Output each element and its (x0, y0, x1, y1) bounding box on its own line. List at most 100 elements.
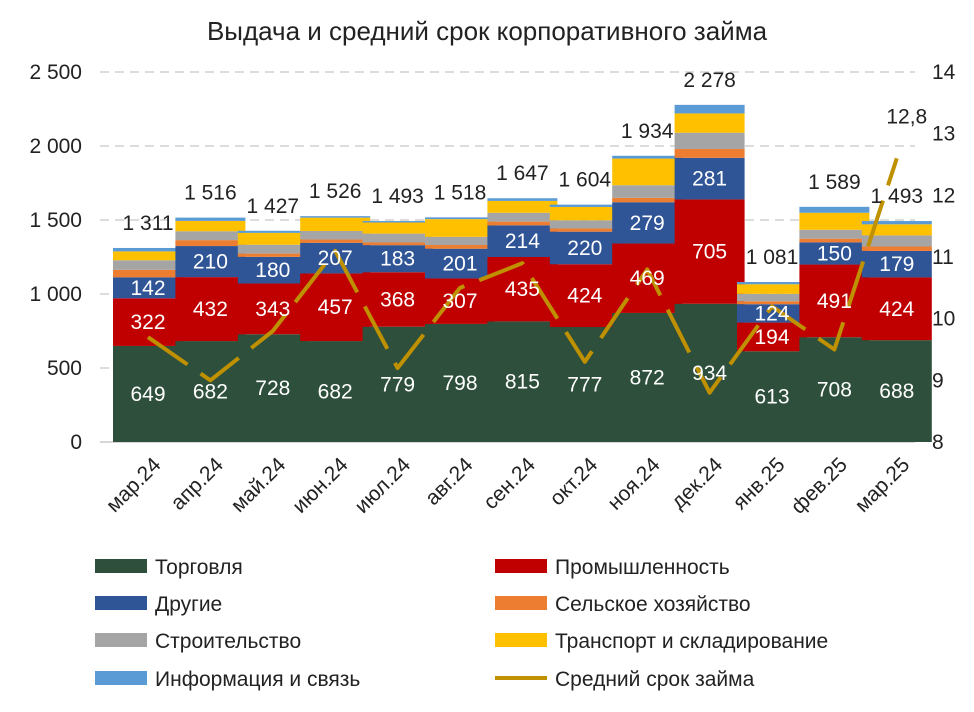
bar-segment (113, 277, 183, 299)
bar-segment (487, 257, 558, 322)
bar-segment (612, 185, 683, 198)
x-tick-label: апр.24 (166, 453, 228, 515)
right-tick-label: 10 (932, 308, 955, 331)
segment-label: 150 (817, 242, 852, 265)
bar-segment (487, 225, 558, 257)
bar-segment (425, 236, 495, 246)
segment-label: 682 (193, 381, 228, 404)
segment-label: 613 (754, 386, 789, 409)
bar-segment (175, 240, 246, 247)
segment-label: 779 (380, 373, 415, 396)
segment-label: 469 (630, 267, 665, 290)
segment-label: 872 (630, 366, 665, 389)
right-tick-label: 9 (932, 369, 944, 392)
bar-segment (799, 238, 870, 243)
bars (113, 104, 932, 442)
right-tick-label: 11 (932, 246, 954, 269)
segment-label: 142 (130, 277, 165, 300)
x-tick-label: июл.24 (350, 453, 415, 518)
bar-segment (113, 251, 183, 261)
segment-label: 368 (380, 288, 415, 311)
bar-segment (362, 221, 433, 223)
bar-segment (175, 231, 246, 241)
bar-segment (113, 269, 183, 278)
legend-swatch (95, 559, 147, 573)
bar-segment (237, 334, 308, 442)
legend-label: Транспорт и складирование (555, 630, 828, 653)
total-label: 1 427 (247, 195, 300, 218)
bar-segment (300, 273, 371, 342)
bar-segment (237, 230, 308, 233)
bar-segment (861, 224, 932, 236)
legend-label: Другие (155, 593, 222, 616)
segment-label: 682 (318, 381, 353, 404)
bar-segment (674, 132, 745, 149)
x-tick-label: мар.25 (851, 453, 915, 517)
bar-segment (362, 242, 433, 246)
bar-segment (612, 158, 683, 186)
segment-label: 457 (318, 296, 353, 319)
legend-swatch (495, 633, 547, 647)
bar-segment (362, 233, 433, 243)
bar-segment (799, 206, 870, 213)
bar-segment (300, 242, 371, 274)
bar-segment (113, 345, 183, 442)
bar-segment (237, 256, 308, 284)
legend-label: Промышленность (555, 556, 730, 579)
bar-segment (861, 340, 932, 442)
legend-swatch (95, 671, 147, 685)
total-label: 2 278 (683, 69, 736, 92)
total-label: 1 647 (496, 162, 549, 185)
segment-label: 201 (442, 253, 477, 276)
total-label: 1 589 (808, 171, 861, 194)
x-tick-label: дек.24 (667, 453, 728, 514)
right-tick-label: 13 (932, 123, 955, 146)
left-tick-label: 2 500 (29, 61, 82, 84)
bar-segment (300, 217, 371, 231)
bar-segment (861, 246, 932, 251)
legend-label: Информация и связь (155, 668, 360, 691)
bar-segment (300, 341, 371, 442)
segment-label: 207 (318, 247, 353, 270)
segment-label: 281 (692, 168, 727, 191)
right-tick-label: 8 (932, 431, 944, 454)
bar-segment (362, 222, 433, 234)
segment-label: 180 (255, 259, 290, 282)
bar-segment (799, 212, 870, 230)
bar-segment (300, 230, 371, 240)
segment-label: 307 (442, 290, 477, 313)
bar-segment (861, 277, 932, 341)
x-tick-label: мар.24 (102, 453, 166, 517)
bar-segment (487, 321, 558, 442)
bar-segment (362, 245, 433, 273)
segment-label: 210 (193, 251, 228, 274)
total-label: 1 311 (123, 212, 174, 235)
left-tick-label: 1 000 (29, 283, 82, 306)
segment-label: 934 (692, 362, 727, 385)
data-labels: 649 322 142 1 311 682 432 210 1 516 728 343 180 1 4… (123, 69, 928, 409)
bar-segment (799, 229, 870, 239)
bar-segment (425, 248, 495, 279)
x-tick-label: ноя.24 (603, 453, 665, 515)
bar-segment (175, 246, 246, 278)
left-tick-label: 500 (47, 357, 82, 380)
bar-segment (861, 235, 932, 247)
segment-label: 705 (692, 241, 727, 264)
x-tick-label: янв.25 (728, 453, 789, 514)
legend-label: Средний срок займа (555, 668, 755, 691)
total-label: 1 081 (746, 246, 799, 269)
line-data-label: 12,8 (886, 105, 927, 128)
bar-segment (300, 239, 371, 243)
x-tick-label: сен.24 (479, 453, 540, 514)
bar-segment (549, 204, 620, 207)
bar-segment (737, 293, 807, 302)
average-term-line (146, 157, 899, 395)
segment-label: 491 (817, 290, 852, 313)
bar-segment (612, 155, 683, 159)
segment-label: 432 (193, 298, 228, 321)
total-label: 1 493 (871, 185, 924, 208)
average-term-series-line (146, 157, 899, 395)
legend: Торговля Промышленность Другие Сельское хоз… (95, 556, 828, 691)
